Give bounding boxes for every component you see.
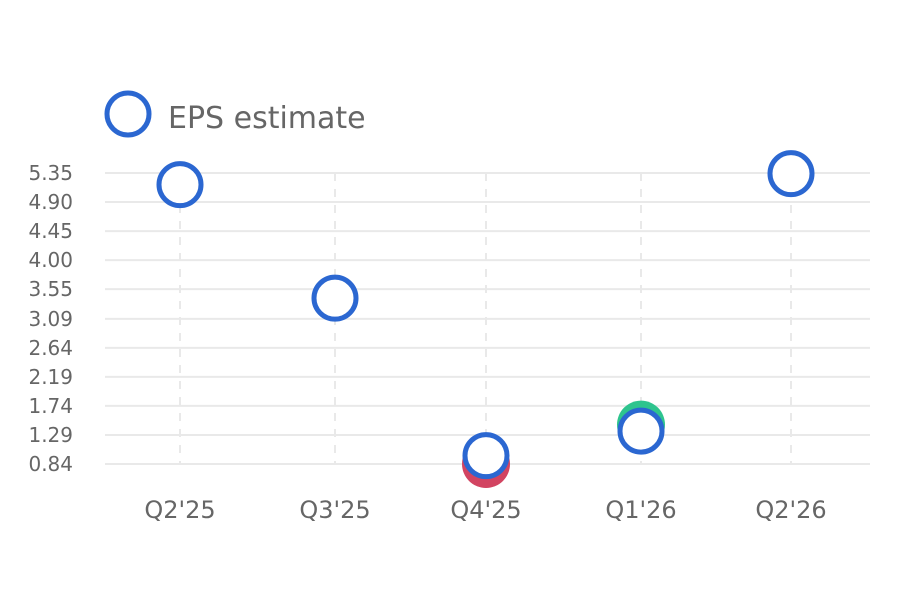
x-tick-label: Q2'26 bbox=[755, 496, 826, 524]
eps-estimate-point bbox=[617, 407, 665, 455]
x-axis-ticks: Q2'25 Q3'25 Q4'25 Q1'26 Q2'26 bbox=[144, 496, 826, 524]
eps-estimate-point bbox=[311, 274, 359, 322]
grid-layer bbox=[105, 172, 870, 465]
y-tick-label: 4.00 bbox=[28, 248, 73, 272]
y-tick-label: 1.74 bbox=[28, 394, 73, 418]
y-tick-label: 3.55 bbox=[28, 277, 73, 301]
y-tick-label: 4.45 bbox=[28, 219, 73, 243]
y-tick-label: 4.90 bbox=[28, 190, 73, 214]
legend: EPS estimate bbox=[104, 90, 366, 138]
x-tick-label: Q2'25 bbox=[144, 496, 215, 524]
y-tick-label: 5.35 bbox=[28, 161, 73, 185]
x-tick-label: Q4'25 bbox=[450, 496, 521, 524]
eps-estimate-point bbox=[767, 150, 815, 198]
y-tick-label: 3.09 bbox=[28, 307, 73, 331]
x-tick-label: Q1'26 bbox=[605, 496, 676, 524]
y-tick-label: 1.29 bbox=[28, 423, 73, 447]
x-tick-label: Q3'25 bbox=[299, 496, 370, 524]
eps-estimate-point bbox=[462, 432, 510, 480]
legend-marker-icon bbox=[104, 90, 152, 138]
y-tick-label: 2.19 bbox=[28, 365, 73, 389]
series-markers bbox=[156, 150, 815, 480]
legend-label: EPS estimate bbox=[168, 101, 366, 136]
eps-estimate-point bbox=[156, 161, 204, 209]
y-tick-label: 2.64 bbox=[28, 336, 73, 360]
y-tick-label: 0.84 bbox=[28, 452, 73, 476]
y-axis-ticks: 0.84 1.29 1.74 2.19 2.64 3.09 3.55 4.00 4.45 4.90… bbox=[28, 161, 73, 476]
